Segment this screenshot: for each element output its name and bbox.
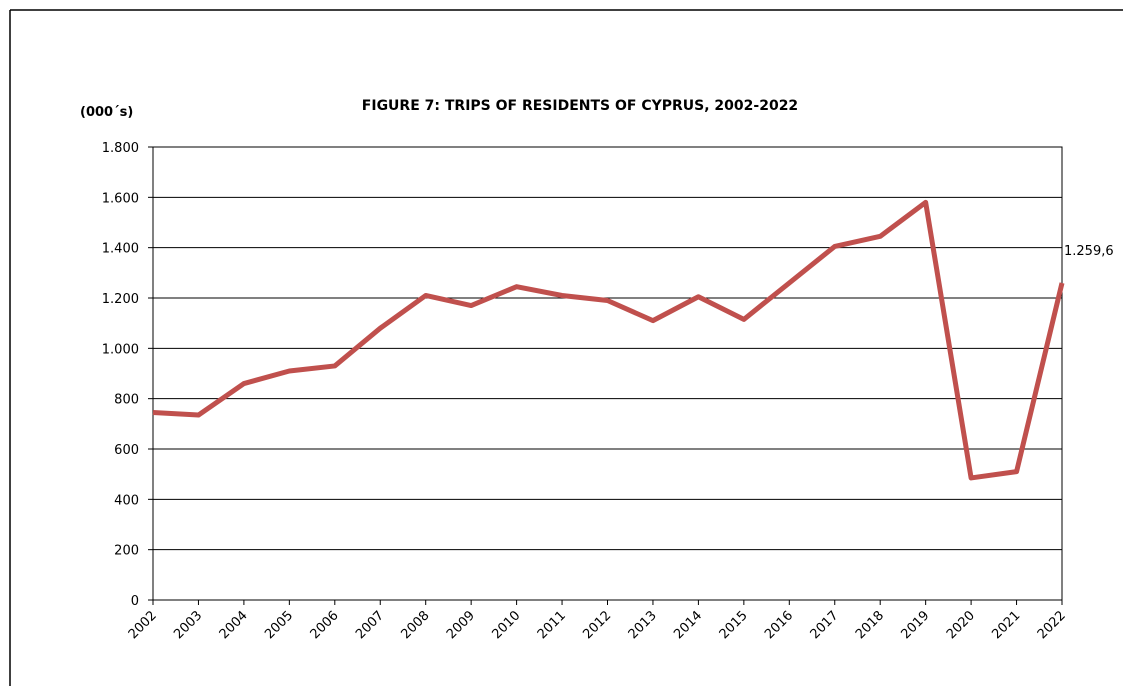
series-line bbox=[152, 199, 1065, 481]
x-tick-label: 2020 bbox=[944, 608, 978, 642]
x-tick-label: 2004 bbox=[217, 608, 251, 642]
x-tick-label: 2009 bbox=[444, 608, 478, 642]
y-tick-label: 1.600 bbox=[102, 191, 139, 206]
x-tick-label: 2003 bbox=[171, 608, 205, 642]
x-tick-label: 2019 bbox=[898, 608, 932, 642]
x-tick-label: 2011 bbox=[535, 608, 569, 642]
y-tick-label: 1.400 bbox=[102, 242, 139, 257]
x-tick-label: 2021 bbox=[989, 608, 1023, 642]
y-tick-label: 200 bbox=[114, 544, 139, 559]
x-tick-label: 2013 bbox=[626, 608, 660, 642]
y-axis-label: (000´s) bbox=[80, 105, 133, 120]
y-tick-label: 1.800 bbox=[102, 141, 139, 156]
y-tick-label: 800 bbox=[114, 393, 139, 408]
data-label: 1.259,6 bbox=[1064, 244, 1114, 259]
x-tick-label: 2012 bbox=[580, 608, 614, 642]
chart-title: FIGURE 7: TRIPS OF RESIDENTS OF CYPRUS, … bbox=[362, 98, 798, 114]
y-tick-label: 400 bbox=[114, 493, 139, 508]
x-tick-label: 2007 bbox=[353, 608, 387, 642]
x-tick-label: 2017 bbox=[808, 608, 842, 642]
x-tick-label: 2014 bbox=[671, 608, 705, 642]
x-tick-label: 2015 bbox=[717, 608, 751, 642]
x-tick-label: 2022 bbox=[1035, 608, 1069, 642]
x-tick-label: 2005 bbox=[262, 608, 296, 642]
x-tick-label: 2016 bbox=[762, 608, 796, 642]
x-tick-label: 2008 bbox=[399, 608, 433, 642]
x-tick-label: 2018 bbox=[853, 608, 887, 642]
x-tick-label: 2010 bbox=[489, 608, 523, 642]
x-tick-label: 2002 bbox=[126, 608, 160, 642]
x-tick-label: 2006 bbox=[308, 608, 342, 642]
y-tick-label: 1.200 bbox=[102, 292, 139, 307]
y-tick-label: 600 bbox=[114, 443, 139, 458]
y-tick-label: 0 bbox=[131, 594, 139, 609]
y-tick-label: 1.000 bbox=[102, 342, 139, 357]
